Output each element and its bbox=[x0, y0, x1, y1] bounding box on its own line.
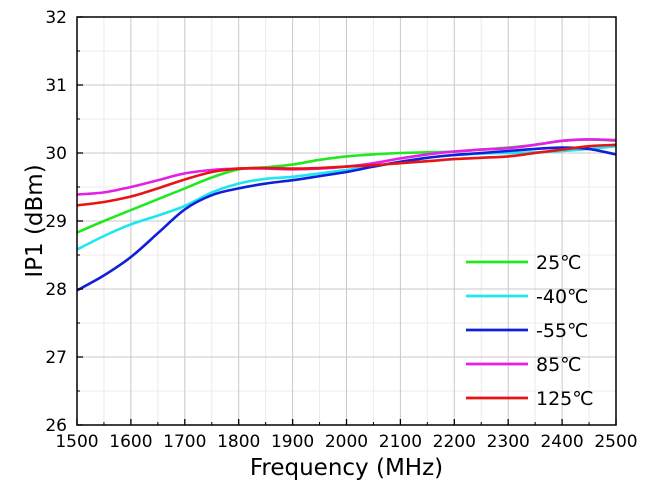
y-tick-label: 27 bbox=[45, 348, 67, 368]
x-tick-label: 1500 bbox=[55, 432, 98, 452]
series-layer bbox=[76, 138, 617, 292]
y-axis-title: IP1 (dBm) bbox=[22, 164, 48, 277]
legend: 25℃ -40℃ -55℃ 85℃ 125℃ bbox=[466, 252, 594, 410]
x-tick-label: 2100 bbox=[379, 432, 422, 452]
x-tick-label: 2000 bbox=[325, 432, 368, 452]
y-tick-label: 26 bbox=[45, 416, 67, 436]
x-tick-label: 2300 bbox=[487, 432, 530, 452]
x-tick-label: 2200 bbox=[433, 432, 476, 452]
legend-label: 85℃ bbox=[536, 354, 582, 376]
legend-label: 125℃ bbox=[536, 388, 594, 410]
grid bbox=[76, 16, 617, 426]
y-tick-label: 30 bbox=[45, 144, 67, 164]
x-tick-label: 1900 bbox=[271, 432, 314, 452]
y-tick-label: 32 bbox=[45, 8, 67, 28]
x-tick-label: 2400 bbox=[540, 432, 583, 452]
legend-label: 25℃ bbox=[536, 252, 582, 274]
x-tick-label: 2500 bbox=[594, 432, 637, 452]
y-tick-label: 28 bbox=[45, 280, 67, 300]
x-tick-label: 1800 bbox=[217, 432, 260, 452]
x-tick-label: 1600 bbox=[109, 432, 152, 452]
legend-label: -55℃ bbox=[536, 320, 588, 342]
series-line-1 bbox=[76, 144, 617, 251]
x-axis-title: Frequency (MHz) bbox=[250, 455, 443, 481]
y-tick-label: 31 bbox=[45, 76, 67, 96]
x-tick-label: 1700 bbox=[163, 432, 206, 452]
y-tick-label: 29 bbox=[45, 212, 67, 232]
legend-label: -40℃ bbox=[536, 286, 588, 308]
series-line-4 bbox=[76, 143, 617, 207]
series-line-2 bbox=[76, 146, 617, 292]
ticks: 1500 1600 1700 1800 1900 2000 2100 2200 2300 2400… bbox=[45, 8, 637, 452]
